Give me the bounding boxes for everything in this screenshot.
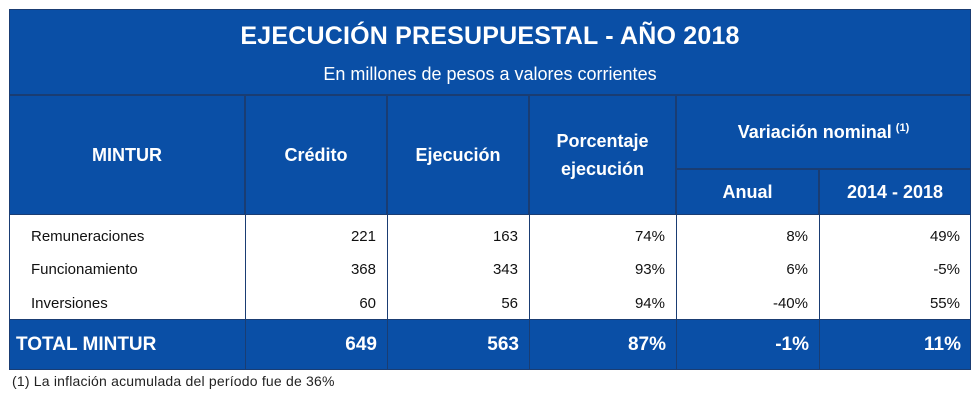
row-period: -5% <box>933 261 960 278</box>
divider <box>245 215 246 319</box>
row-credit: 60 <box>359 295 376 312</box>
row-annual: 6% <box>786 261 808 278</box>
table-subtitle: En millones de pesos a valores corriente… <box>323 64 657 84</box>
row-label: Funcionamiento <box>31 261 138 278</box>
footnote: (1) La inflación acumulada del período f… <box>12 373 335 389</box>
header-mintur: MINTUR <box>9 95 245 215</box>
row-execution: 343 <box>492 261 518 278</box>
divider <box>819 215 820 319</box>
budget-table: EJECUCIÓN PRESUPUESTAL - AÑO 2018 En mil… <box>9 9 971 370</box>
header-credito: Crédito <box>245 95 387 215</box>
header-porcentaje: Porcentaje ejecución <box>529 95 676 215</box>
row-period: 55% <box>929 295 960 312</box>
row-period: 49% <box>929 228 960 245</box>
row-annual: 8% <box>786 228 808 245</box>
divider <box>387 215 388 319</box>
divider <box>529 215 530 319</box>
title-band: EJECUCIÓN PRESUPUESTAL - AÑO 2018 En mil… <box>9 9 971 95</box>
divider <box>387 319 388 370</box>
divider <box>245 319 246 370</box>
row-execution: 56 <box>501 295 518 312</box>
footnote-ref: (1) <box>895 122 910 134</box>
header-periodo: 2014 - 2018 <box>819 169 971 215</box>
total-period: 11% <box>924 334 961 355</box>
header-variacion: Variación nominal (1) <box>676 95 971 169</box>
row-percentage: 94% <box>634 295 665 312</box>
row-annual: -40% <box>772 295 808 312</box>
row-label: Remuneraciones <box>31 228 145 245</box>
row-credit: 221 <box>350 228 376 245</box>
table-body <box>9 215 971 319</box>
row-percentage: 93% <box>634 261 665 278</box>
divider <box>676 319 677 370</box>
row-label: Inversiones <box>31 295 108 312</box>
header-ejecucion: Ejecución <box>387 95 529 215</box>
total-execution: 563 <box>487 334 519 355</box>
total-row: TOTAL MINTUR 649 563 87% -1% 11% <box>9 319 971 370</box>
row-execution: 163 <box>492 228 518 245</box>
header-anual: Anual <box>676 169 819 215</box>
total-annual: -1% <box>775 334 809 355</box>
divider <box>676 215 677 319</box>
header-variacion-label: Variación nominal <box>737 121 892 142</box>
table-title: EJECUCIÓN PRESUPUESTAL - AÑO 2018 <box>240 22 740 50</box>
total-label: TOTAL MINTUR <box>16 334 157 355</box>
total-percentage: 87% <box>627 334 666 355</box>
divider <box>819 319 820 370</box>
total-credit: 649 <box>345 334 377 355</box>
row-credit: 368 <box>350 261 376 278</box>
row-percentage: 74% <box>634 228 665 245</box>
divider <box>529 319 530 370</box>
